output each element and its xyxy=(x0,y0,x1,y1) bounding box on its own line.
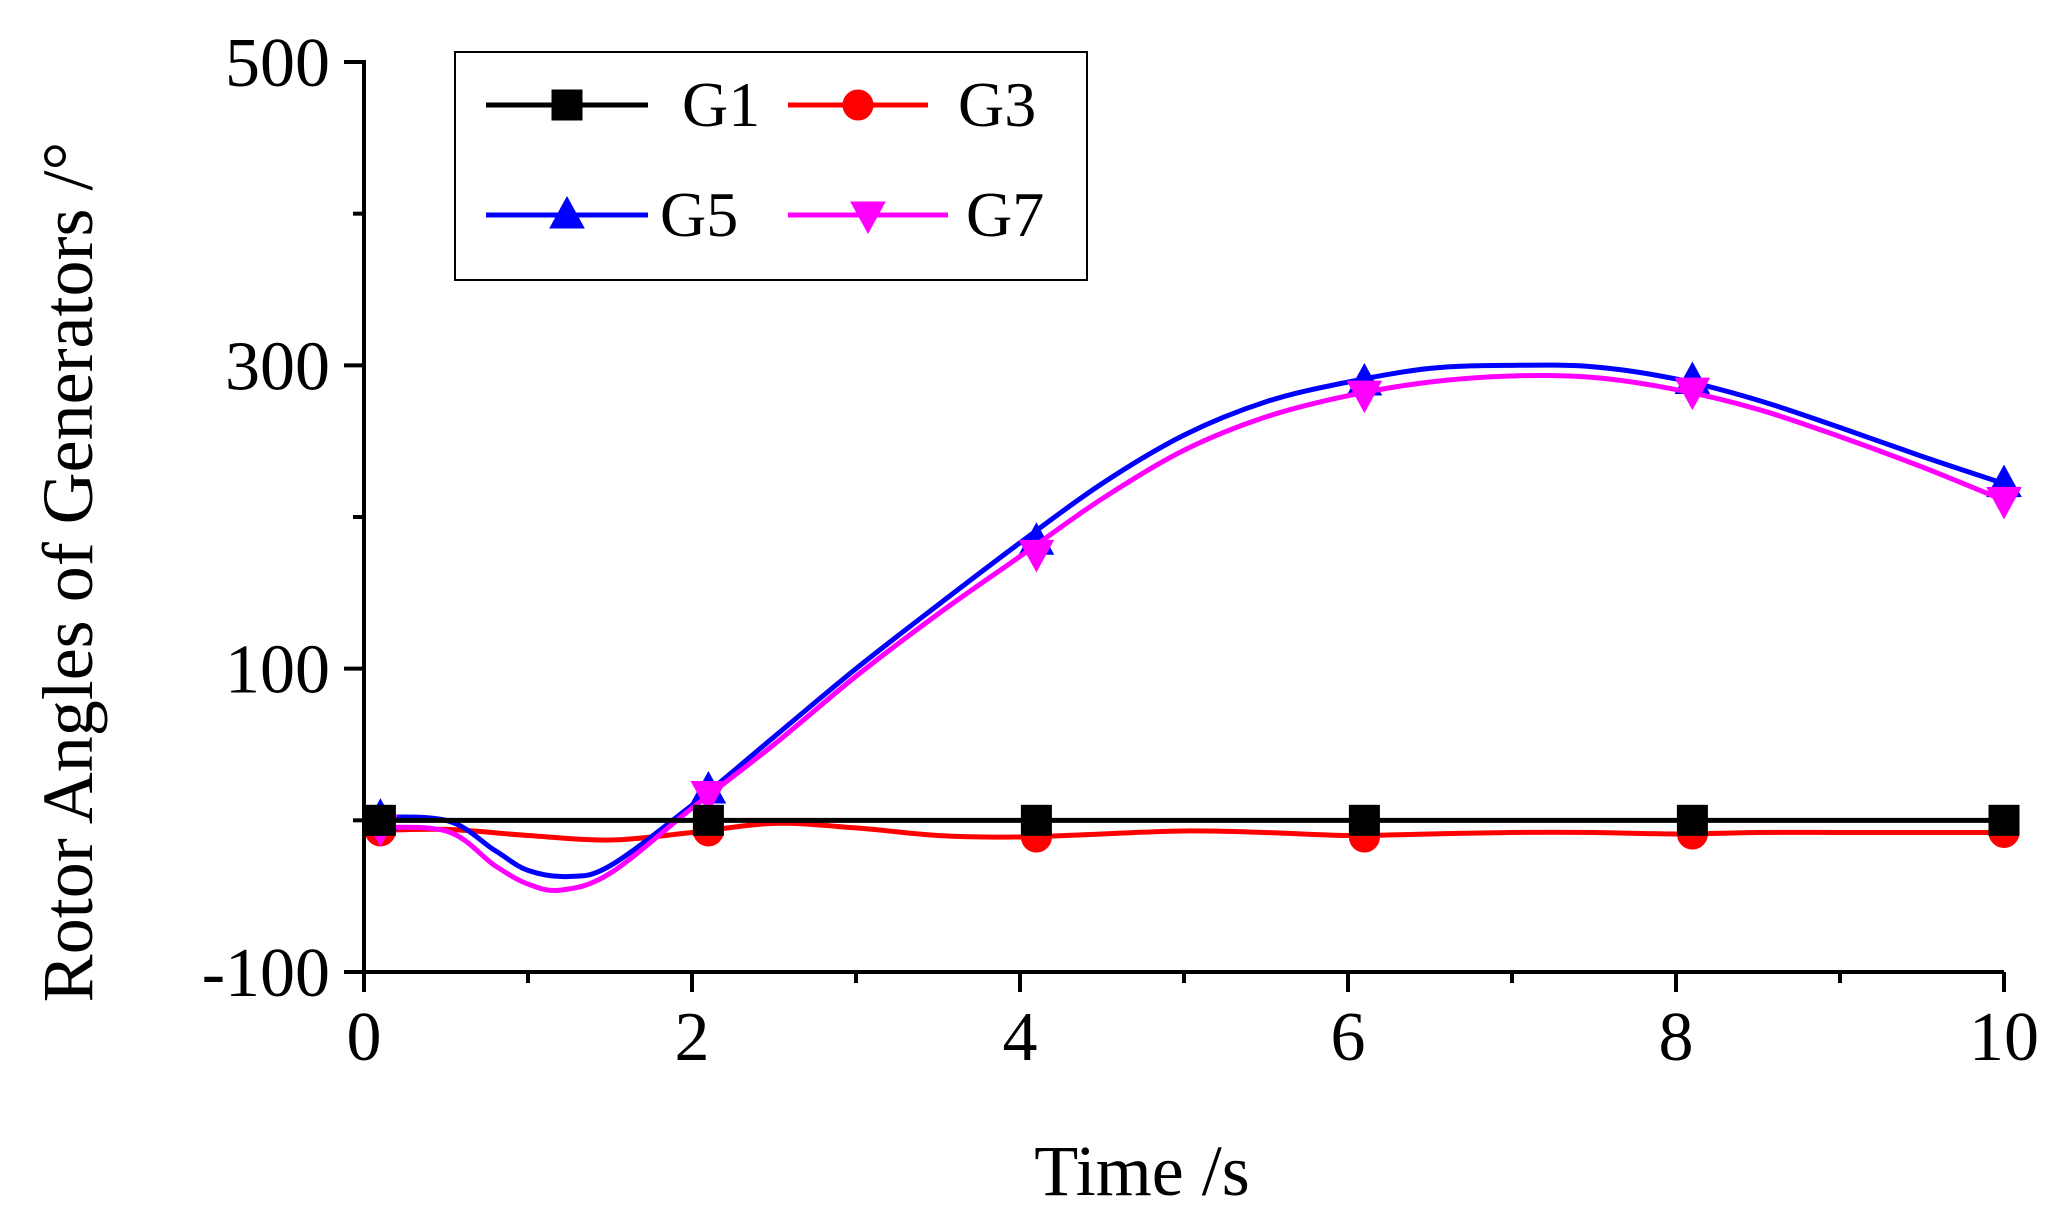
y-tick-label: 100 xyxy=(225,632,330,709)
series-line-g5 xyxy=(363,362,2005,880)
legend-marker xyxy=(850,201,886,235)
data-point-g1 xyxy=(1988,804,2020,836)
x-axis-label: Time /s xyxy=(1034,1131,1249,1211)
data-point-g7 xyxy=(690,781,727,814)
legend-item-g3: G3 xyxy=(788,69,1036,140)
x-tick-label: 0 xyxy=(347,999,382,1076)
legend-label: G7 xyxy=(966,179,1044,250)
x-tick-label: 2 xyxy=(675,999,710,1076)
x-tick-label: 10 xyxy=(1969,999,2039,1076)
data-point-g1 xyxy=(1348,804,1380,836)
data-point-g1 xyxy=(1020,804,1052,836)
data-point-g1 xyxy=(364,804,396,836)
series-layer xyxy=(362,361,2022,894)
series-line-g3 xyxy=(363,820,2004,843)
legend-item-g5: G5 xyxy=(486,179,738,250)
legend: G1 G3 G5 G7 xyxy=(454,51,1088,281)
data-point-g7 xyxy=(1346,380,1383,414)
legend-item-g1: G1 xyxy=(486,69,760,140)
legend-label: G5 xyxy=(660,179,738,250)
y-tick-label: 300 xyxy=(225,328,330,405)
y-axis-label: Rotor Angles of Generators /° xyxy=(28,142,108,1003)
legend-marker xyxy=(842,89,874,121)
data-point-g1 xyxy=(692,804,724,836)
data-point-g7 xyxy=(1986,486,2022,520)
legend-label: G3 xyxy=(958,69,1036,140)
series-line-g7 xyxy=(363,373,2005,894)
series-g7 xyxy=(362,373,2022,894)
data-point-g1 xyxy=(1676,804,1708,836)
x-tick-label: 6 xyxy=(1331,999,1366,1076)
data-point-g7 xyxy=(1018,539,1055,573)
legend-marker xyxy=(549,195,585,229)
series-g5 xyxy=(362,361,2022,880)
ticks-layer: 0 2 4 6 8 10 -100 100 300 500 xyxy=(202,25,2039,1076)
legend-marker xyxy=(551,89,583,121)
x-tick-label: 4 xyxy=(1003,999,1038,1076)
y-tick-label: -100 xyxy=(202,935,330,1012)
y-tick-label: 500 xyxy=(225,25,330,102)
legend-item-g7: G7 xyxy=(788,179,1044,250)
legend-label: G1 xyxy=(682,69,760,140)
series-g1 xyxy=(364,804,2020,836)
x-tick-label: 8 xyxy=(1659,999,1694,1076)
legend-items: G1 G3 G5 G7 xyxy=(486,69,1044,250)
data-point-g7 xyxy=(1674,377,1711,411)
